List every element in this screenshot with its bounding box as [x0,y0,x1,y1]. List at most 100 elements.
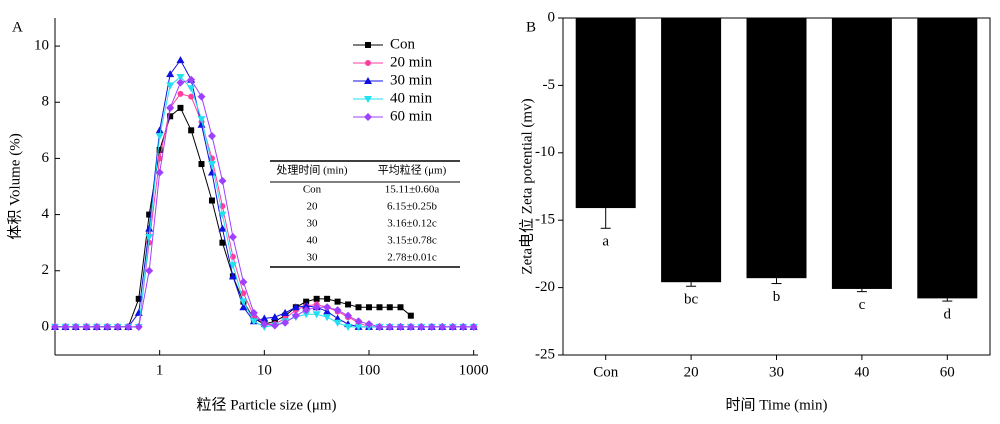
x-tick-label: 1000 [459,362,489,378]
y-tick-label: 10 [34,38,49,54]
marker [155,126,164,134]
legend-label: 20 min [390,54,433,70]
marker [334,298,341,305]
marker [312,303,321,312]
marker [345,301,352,308]
marker [365,320,374,329]
x-tick-label: 1 [156,362,164,378]
y-axis-label: 体积 Volume (%) [6,133,23,239]
table-cell: 2.78±0.01c [387,252,437,264]
marker [218,224,227,232]
y-tick-label: -5 [543,77,556,93]
marker [459,322,468,331]
bar [917,18,978,299]
x-tick-label: Con [593,364,619,380]
marker [145,234,154,242]
series-line [55,107,412,328]
marker [344,323,353,331]
bar [746,18,807,279]
table-cell: 3.15±0.78c [387,235,437,247]
table-cell: 20 [307,201,319,213]
marker [376,304,383,311]
x-tick-label: 60 [940,364,955,380]
marker [166,103,175,112]
marker [156,155,163,162]
marker [188,127,195,134]
marker [228,233,237,242]
bar [831,18,892,289]
marker [187,85,196,93]
marker [239,298,248,306]
marker [291,303,300,311]
marker [406,322,415,331]
significance-letter: c [859,297,866,313]
y-tick-label: 6 [42,150,50,166]
marker [155,168,164,177]
marker [177,90,184,97]
marker [135,295,142,302]
marker [355,304,362,311]
legend-label: 30 min [390,72,433,88]
marker [365,42,371,48]
marker [166,82,175,90]
marker [228,262,237,270]
legend-label: 40 min [390,90,433,106]
marker [354,317,363,326]
legend-label: 60 min [390,108,433,124]
table-header: 平均粒径 (μm) [378,163,447,177]
panel-label: B [526,19,536,35]
marker [260,320,269,329]
marker [156,146,163,153]
marker [260,314,269,322]
marker [291,311,300,320]
legend-label: Con [390,36,416,52]
y-tick-label: 0 [42,318,50,334]
marker [145,266,154,275]
marker [313,295,320,302]
marker [177,104,184,111]
marker [324,295,331,302]
marker [366,304,373,311]
marker [219,239,226,246]
marker [113,322,122,331]
marker [208,197,215,204]
marker [249,308,258,317]
marker [187,75,196,84]
marker [375,322,384,331]
marker [51,322,59,331]
marker [249,318,258,326]
table-cell: 3.16±0.12c [387,218,437,230]
marker [438,322,447,331]
marker [302,311,311,319]
marker [207,131,216,140]
significance-letter: d [944,307,952,323]
marker [239,303,248,311]
bar [575,18,636,209]
table-header: 处理时间 (min) [276,164,348,177]
bar [661,18,722,283]
marker [167,113,174,120]
marker [218,176,227,185]
y-tick-label: -25 [535,346,555,362]
marker [333,306,342,315]
marker [344,311,353,320]
marker [61,322,70,331]
marker [407,312,414,319]
marker [228,272,237,280]
marker [92,322,101,331]
y-tick-label: -20 [535,279,555,295]
y-tick-label: 4 [42,206,50,222]
table-cell: 30 [307,218,319,230]
marker [323,303,332,312]
marker [134,322,143,331]
marker [145,224,154,232]
y-tick-label: -10 [535,144,555,160]
marker [323,314,332,322]
marker [303,298,310,305]
table-cell: 30 [307,252,319,264]
x-tick-label: 30 [769,364,784,380]
marker [417,322,426,331]
marker [386,304,393,311]
marker [176,56,185,64]
